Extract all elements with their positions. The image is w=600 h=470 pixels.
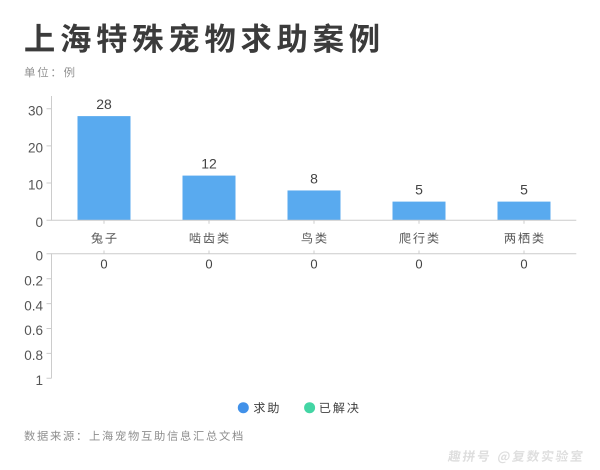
svg-text:0: 0	[100, 256, 107, 271]
svg-text:0: 0	[520, 256, 527, 271]
svg-text:0: 0	[205, 256, 212, 271]
svg-text:20: 20	[28, 141, 43, 156]
svg-text:30: 30	[28, 103, 43, 118]
svg-text:0.6: 0.6	[24, 323, 43, 338]
svg-text:5: 5	[520, 182, 528, 198]
svg-text:0.4: 0.4	[24, 298, 43, 313]
svg-text:0: 0	[415, 256, 422, 271]
svg-text:28: 28	[96, 96, 112, 112]
svg-text:5: 5	[415, 182, 423, 198]
svg-text:10: 10	[28, 178, 43, 193]
svg-text:0.2: 0.2	[24, 273, 43, 288]
svg-text:0: 0	[35, 215, 43, 230]
svg-text:0: 0	[35, 249, 43, 264]
svg-text:0.8: 0.8	[24, 348, 43, 363]
svg-text:1: 1	[35, 373, 43, 388]
svg-text:8: 8	[310, 171, 318, 187]
svg-text:0: 0	[310, 256, 317, 271]
svg-text:12: 12	[201, 156, 217, 172]
